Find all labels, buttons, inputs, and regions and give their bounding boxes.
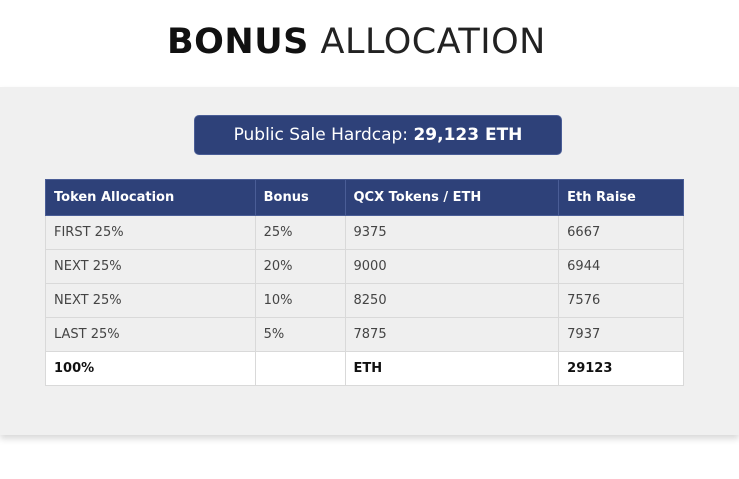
page-title: BONUS ALLOCATION xyxy=(167,20,546,64)
table-row: LAST 25% 5% 7875 7937 xyxy=(45,317,684,352)
hardcap-banner: Public Sale Hardcap: 29,123 ETH xyxy=(194,115,562,155)
cell-bonus: 20% xyxy=(254,249,346,284)
total-eth-raise: 29123 xyxy=(558,351,684,386)
cell-bonus: 10% xyxy=(254,283,346,318)
hardcap-value: 29,123 ETH xyxy=(413,125,523,145)
cell-allocation: NEXT 25% xyxy=(45,249,256,284)
total-bonus xyxy=(254,351,346,386)
bonus-allocation-table: Token Allocation Bonus QCX Tokens / ETH … xyxy=(45,179,684,386)
table-header-row: Token Allocation Bonus QCX Tokens / ETH … xyxy=(45,179,684,216)
title-light: ALLOCATION xyxy=(320,22,546,62)
cell-tokens: 9375 xyxy=(344,215,560,250)
cell-eth-raise: 6944 xyxy=(558,249,684,284)
cell-eth-raise: 7937 xyxy=(558,317,684,352)
cell-allocation: FIRST 25% xyxy=(45,215,256,250)
cell-tokens: 8250 xyxy=(344,283,560,318)
total-tokens: ETH xyxy=(344,351,560,386)
title-bold: BONUS xyxy=(167,22,309,62)
cell-eth-raise: 6667 xyxy=(558,215,684,250)
table-row: FIRST 25% 25% 9375 6667 xyxy=(45,215,684,250)
cell-tokens: 7875 xyxy=(344,317,560,352)
header-qcx-tokens-per-eth: QCX Tokens / ETH xyxy=(344,179,560,216)
cell-allocation: LAST 25% xyxy=(45,317,256,352)
hardcap-label: Public Sale Hardcap: xyxy=(233,125,409,145)
header-bonus: Bonus xyxy=(254,179,346,216)
cell-tokens: 9000 xyxy=(344,249,560,284)
cell-bonus: 5% xyxy=(254,317,346,352)
header-eth-raise: Eth Raise xyxy=(558,179,684,216)
total-allocation: 100% xyxy=(45,351,256,386)
table-row: NEXT 25% 10% 8250 7576 xyxy=(45,283,684,318)
header-token-allocation: Token Allocation xyxy=(45,179,256,216)
cell-eth-raise: 7576 xyxy=(558,283,684,318)
table-row: NEXT 25% 20% 9000 6944 xyxy=(45,249,684,284)
cell-allocation: NEXT 25% xyxy=(45,283,256,318)
cell-bonus: 25% xyxy=(254,215,346,250)
table-total-row: 100% ETH 29123 xyxy=(45,351,684,386)
